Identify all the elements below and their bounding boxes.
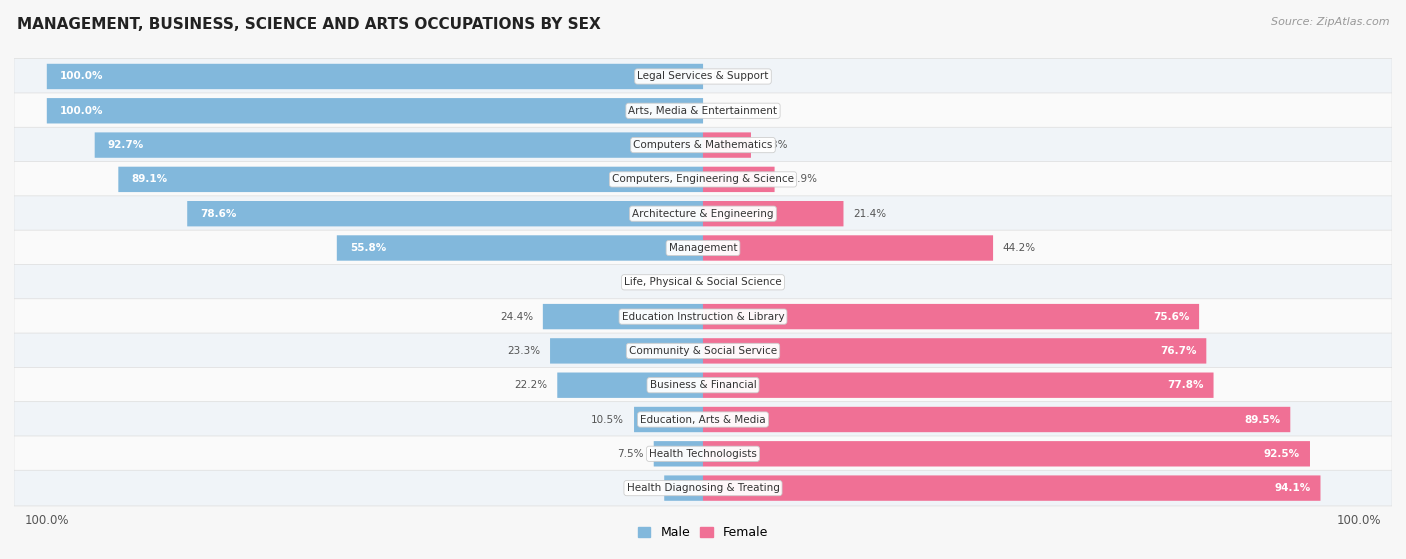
- Text: Source: ZipAtlas.com: Source: ZipAtlas.com: [1271, 17, 1389, 27]
- FancyBboxPatch shape: [703, 132, 751, 158]
- FancyBboxPatch shape: [46, 64, 703, 89]
- Text: 10.5%: 10.5%: [592, 415, 624, 424]
- Text: 7.3%: 7.3%: [761, 140, 787, 150]
- FancyBboxPatch shape: [703, 304, 1199, 329]
- FancyBboxPatch shape: [46, 98, 703, 124]
- FancyBboxPatch shape: [14, 127, 1392, 163]
- Text: 89.5%: 89.5%: [1244, 415, 1281, 424]
- FancyBboxPatch shape: [14, 402, 1392, 437]
- Text: Arts, Media & Entertainment: Arts, Media & Entertainment: [628, 106, 778, 116]
- FancyBboxPatch shape: [703, 201, 844, 226]
- FancyBboxPatch shape: [703, 441, 1310, 467]
- FancyBboxPatch shape: [14, 436, 1392, 472]
- Text: Computers, Engineering & Science: Computers, Engineering & Science: [612, 174, 794, 184]
- Text: 5.9%: 5.9%: [628, 483, 654, 493]
- FancyBboxPatch shape: [337, 235, 703, 260]
- Text: 100.0%: 100.0%: [60, 106, 104, 116]
- FancyBboxPatch shape: [187, 201, 703, 226]
- FancyBboxPatch shape: [543, 304, 703, 329]
- FancyBboxPatch shape: [703, 372, 1213, 398]
- Text: Education Instruction & Library: Education Instruction & Library: [621, 311, 785, 321]
- Text: MANAGEMENT, BUSINESS, SCIENCE AND ARTS OCCUPATIONS BY SEX: MANAGEMENT, BUSINESS, SCIENCE AND ARTS O…: [17, 17, 600, 32]
- FancyBboxPatch shape: [557, 372, 703, 398]
- Text: 75.6%: 75.6%: [1153, 311, 1189, 321]
- Text: 10.9%: 10.9%: [785, 174, 817, 184]
- FancyBboxPatch shape: [664, 475, 703, 501]
- Text: Community & Social Service: Community & Social Service: [628, 346, 778, 356]
- FancyBboxPatch shape: [14, 93, 1392, 129]
- Text: 44.2%: 44.2%: [1002, 243, 1036, 253]
- Text: 77.8%: 77.8%: [1167, 380, 1204, 390]
- Text: 78.6%: 78.6%: [201, 209, 236, 219]
- Text: 23.3%: 23.3%: [508, 346, 540, 356]
- Text: 24.4%: 24.4%: [501, 311, 533, 321]
- Text: 21.4%: 21.4%: [853, 209, 886, 219]
- Text: 0.0%: 0.0%: [713, 72, 740, 82]
- Legend: Male, Female: Male, Female: [634, 523, 772, 543]
- FancyBboxPatch shape: [94, 132, 703, 158]
- FancyBboxPatch shape: [118, 167, 703, 192]
- Text: Business & Financial: Business & Financial: [650, 380, 756, 390]
- Text: Architecture & Engineering: Architecture & Engineering: [633, 209, 773, 219]
- FancyBboxPatch shape: [703, 407, 1291, 432]
- Text: 89.1%: 89.1%: [132, 174, 167, 184]
- FancyBboxPatch shape: [14, 230, 1392, 266]
- Text: 22.2%: 22.2%: [515, 380, 547, 390]
- FancyBboxPatch shape: [703, 235, 993, 260]
- FancyBboxPatch shape: [14, 333, 1392, 369]
- Text: 92.7%: 92.7%: [108, 140, 145, 150]
- Text: 94.1%: 94.1%: [1274, 483, 1310, 493]
- FancyBboxPatch shape: [14, 470, 1392, 506]
- Text: 0.0%: 0.0%: [713, 106, 740, 116]
- FancyBboxPatch shape: [14, 264, 1392, 300]
- Text: 7.5%: 7.5%: [617, 449, 644, 459]
- Text: Life, Physical & Social Science: Life, Physical & Social Science: [624, 277, 782, 287]
- FancyBboxPatch shape: [14, 367, 1392, 403]
- Text: Health Technologists: Health Technologists: [650, 449, 756, 459]
- FancyBboxPatch shape: [14, 162, 1392, 197]
- FancyBboxPatch shape: [14, 299, 1392, 334]
- Text: 100.0%: 100.0%: [60, 72, 104, 82]
- Text: 92.5%: 92.5%: [1264, 449, 1301, 459]
- Text: 76.7%: 76.7%: [1160, 346, 1197, 356]
- FancyBboxPatch shape: [14, 59, 1392, 94]
- FancyBboxPatch shape: [703, 475, 1320, 501]
- Text: Computers & Mathematics: Computers & Mathematics: [633, 140, 773, 150]
- FancyBboxPatch shape: [654, 441, 703, 467]
- FancyBboxPatch shape: [550, 338, 703, 363]
- Text: Management: Management: [669, 243, 737, 253]
- Text: 55.8%: 55.8%: [350, 243, 387, 253]
- Text: 0.0%: 0.0%: [713, 277, 740, 287]
- Text: Legal Services & Support: Legal Services & Support: [637, 72, 769, 82]
- FancyBboxPatch shape: [703, 167, 775, 192]
- Text: Health Diagnosing & Treating: Health Diagnosing & Treating: [627, 483, 779, 493]
- Text: Education, Arts & Media: Education, Arts & Media: [640, 415, 766, 424]
- FancyBboxPatch shape: [634, 407, 703, 432]
- FancyBboxPatch shape: [703, 338, 1206, 363]
- Text: 0.0%: 0.0%: [666, 277, 693, 287]
- FancyBboxPatch shape: [14, 196, 1392, 231]
